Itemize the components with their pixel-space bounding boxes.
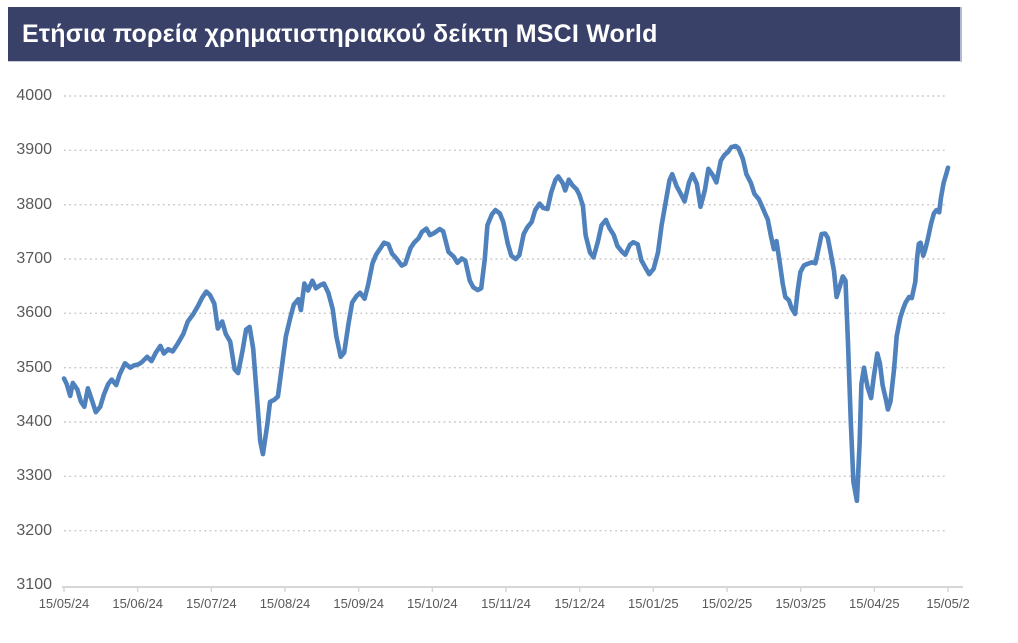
chart-area: 3100 3200 3300 3400 3500 3600 3700 3800 3900 4000… — [0, 62, 1018, 643]
x-axis-label: 15/08/24 — [259, 596, 311, 611]
x-axis-label: 15/02/25 — [701, 596, 753, 611]
y-axis-label: 3700 — [16, 250, 52, 267]
x-axis-label: 15/06/24 — [112, 596, 163, 611]
x-axis-label: 15/05/24 — [38, 596, 90, 611]
y-axis-label: 3800 — [16, 195, 52, 213]
y-axis-label: 3100 — [16, 576, 52, 593]
x-axis-label: 15/05/2 — [926, 596, 970, 611]
y-axis-label: 3300 — [16, 467, 52, 485]
y-axis-label: 3900 — [16, 141, 52, 159]
series-line-msci-world — [61, 143, 951, 504]
x-axis-label: 15/10/24 — [407, 596, 458, 611]
chart-title-bar: Ετήσια πορεία χρηματιστηριακού δείκτη MS… — [8, 7, 962, 62]
x-axis-label: 15/01/25 — [628, 596, 679, 611]
x-axis-label: 15/09/24 — [333, 596, 384, 611]
x-axis-label: 15/07/24 — [186, 596, 237, 611]
x-axis-label: 15/04/25 — [849, 596, 900, 611]
x-axis-label: 15/03/25 — [775, 596, 826, 611]
y-axis-label: 3200 — [16, 521, 52, 539]
y-axis-label: 3500 — [16, 358, 52, 376]
x-axis-label: 15/12/24 — [554, 596, 605, 611]
y-axis-label: 3600 — [16, 304, 52, 322]
y-axis-label: 3400 — [16, 413, 52, 430]
y-axis-label: 4000 — [16, 87, 52, 104]
line-chart-canvas — [61, 95, 963, 592]
chart-title: Ετήσια πορεία χρηματιστηριακού δείκτη MS… — [22, 19, 658, 48]
x-axis-label: 15/11/24 — [481, 596, 531, 611]
